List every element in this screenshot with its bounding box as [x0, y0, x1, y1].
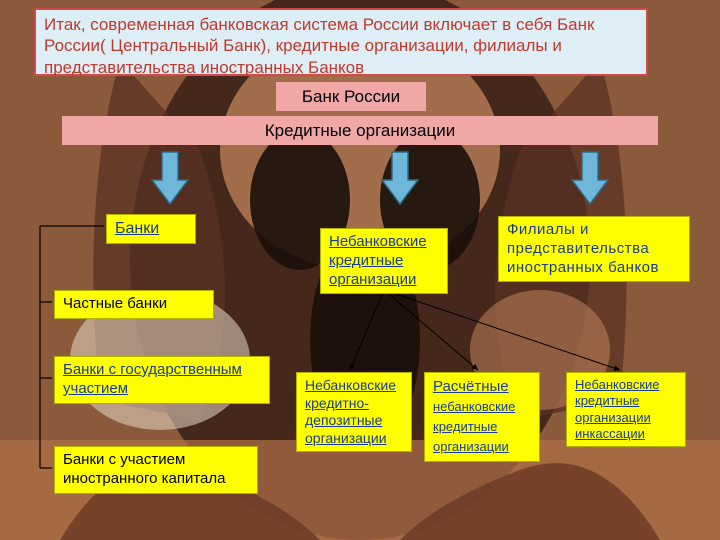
down-arrow-1-icon	[150, 150, 190, 206]
nonbank-deposit-node: Небанковские кредитно-депозитные организ…	[296, 372, 412, 452]
settlement-line1: Расчётные	[433, 378, 509, 395]
foreign-cap-banks-node: Банки с участием иностранного капитала	[54, 446, 258, 494]
nonbank-credit-node: Небанковские кредитные организации	[320, 228, 448, 294]
credit-orgs-node: Кредитные организации	[62, 116, 658, 145]
branches-label: Филиалы и представительства иностранных …	[507, 221, 659, 276]
down-arrow-3-icon	[570, 150, 610, 206]
fork-1	[350, 290, 384, 370]
private-banks-label: Частные банки	[63, 295, 167, 312]
banks-node: Банки	[106, 214, 196, 244]
nonbank-deposit-label: Небанковские кредитно-депозитные организ…	[305, 377, 396, 446]
intro-box: Итак, современная банковская система Рос…	[34, 8, 648, 76]
settlement-line2: небанковские кредитные организации	[433, 399, 515, 454]
nonbank-credit-label: Небанковские кредитные организации	[329, 233, 427, 288]
bank-russia-node: Банк России	[276, 82, 426, 111]
banks-label: Банки	[115, 220, 159, 237]
branches-node: Филиалы и представительства иностранных …	[498, 216, 690, 282]
credit-orgs-label: Кредитные организации	[265, 121, 455, 140]
gov-banks-label: Банки с государственным участием	[63, 361, 242, 397]
down-arrow-2-icon	[380, 150, 420, 206]
nonbank-incasso-label: Небанковские кредитные организации инкас…	[575, 377, 660, 441]
fork-3	[384, 290, 620, 370]
foreign-cap-banks-label: Банки с участием иностранного капитала	[63, 451, 226, 487]
private-banks-node: Частные банки	[54, 290, 214, 319]
fork-2	[384, 290, 478, 370]
settlement-node: Расчётные небанковские кредитные организ…	[424, 372, 540, 462]
gov-banks-node: Банки с государственным участием	[54, 356, 270, 404]
nonbank-incasso-node: Небанковские кредитные организации инкас…	[566, 372, 686, 447]
intro-text: Итак, современная банковская система Рос…	[44, 15, 594, 77]
bank-russia-label: Банк России	[302, 87, 400, 106]
